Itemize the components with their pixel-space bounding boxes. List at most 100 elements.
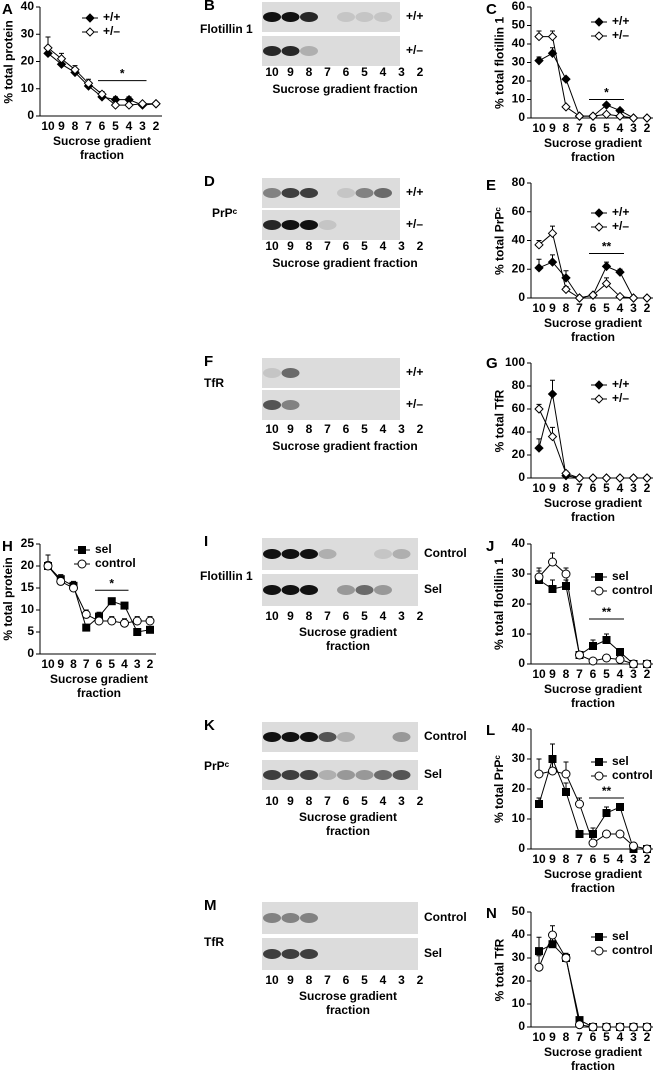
y-tick-label: 20 xyxy=(21,558,35,572)
row-label: Control xyxy=(424,910,467,924)
series-line xyxy=(538,408,647,479)
x-tick-label: 10 xyxy=(532,121,546,135)
legend-label: +/+ xyxy=(612,14,629,28)
x-tick-label: 7 xyxy=(576,667,583,681)
protein-label: Flotillin 1 xyxy=(200,569,253,583)
panel-letter: B xyxy=(204,0,215,14)
y-tick-label: 20 xyxy=(512,261,526,275)
y-tick-label: 30 xyxy=(512,55,526,69)
blot-band xyxy=(281,770,300,780)
marker xyxy=(615,829,625,839)
marker xyxy=(589,642,597,650)
row-label: Control xyxy=(424,729,467,743)
marker xyxy=(601,100,612,110)
marker xyxy=(615,267,625,277)
legend-label: +/– xyxy=(612,391,629,405)
legend-marker xyxy=(594,222,604,232)
y-tick-label: 40 xyxy=(21,0,35,13)
marker xyxy=(602,829,611,839)
marker xyxy=(547,31,558,42)
blot-band xyxy=(318,549,337,559)
legend-marker xyxy=(594,380,604,390)
marker xyxy=(548,557,557,567)
x-axis-label: Sucrose gradient fraction xyxy=(52,134,152,162)
lane-label: 9 xyxy=(287,794,294,808)
y-tick-label: 60 xyxy=(512,204,526,218)
marker xyxy=(628,293,639,303)
blot-band xyxy=(263,368,281,378)
y-tick-label: 50 xyxy=(512,18,526,32)
blot-band xyxy=(337,188,355,198)
marker xyxy=(588,290,598,300)
significance-label: * xyxy=(604,86,609,100)
panel-letter: M xyxy=(204,897,217,914)
x-axis-label: Sucrose gradient fraction xyxy=(272,439,418,453)
lane-label: 4 xyxy=(380,609,387,623)
blot-band xyxy=(300,949,318,959)
marker xyxy=(574,293,585,303)
marker xyxy=(629,1022,638,1032)
panel-letter: A xyxy=(2,1,13,18)
row-label: +/– xyxy=(406,217,423,231)
y-tick-label: 20 xyxy=(512,73,526,87)
marker xyxy=(548,930,557,940)
significance-label: ** xyxy=(602,605,612,619)
marker xyxy=(56,54,67,64)
y-tick-label: 30 xyxy=(512,950,526,964)
lane-label: 4 xyxy=(380,973,387,987)
x-tick-label: 6 xyxy=(590,667,597,681)
x-tick-label: 3 xyxy=(630,1030,637,1044)
row-label: Sel xyxy=(424,582,442,596)
x-tick-label: 9 xyxy=(549,852,556,866)
y-tick-label: 50 xyxy=(512,904,526,918)
series-line xyxy=(539,36,647,119)
lane-label: 7 xyxy=(324,422,331,436)
marker xyxy=(81,609,91,619)
x-tick-label: 2 xyxy=(644,301,651,315)
lane-label: 3 xyxy=(398,609,405,623)
blot-band xyxy=(300,770,318,780)
blot-band xyxy=(263,12,281,22)
marker xyxy=(629,659,638,669)
marker xyxy=(534,31,544,42)
marker xyxy=(575,799,584,809)
x-tick-label: 6 xyxy=(590,1030,597,1044)
lane-label: 10 xyxy=(265,794,279,808)
legend-label: sel xyxy=(612,569,629,583)
row-label: +/– xyxy=(406,397,423,411)
blot-band xyxy=(337,585,355,595)
lane-label: 2 xyxy=(417,794,424,808)
marker xyxy=(615,473,625,483)
protein-label: TfR xyxy=(204,935,224,949)
marker xyxy=(588,1022,598,1032)
lane-label: 5 xyxy=(361,609,368,623)
protein-label: Flotillin 1 xyxy=(200,22,253,36)
marker xyxy=(56,59,67,69)
marker xyxy=(575,830,584,838)
x-tick-label: 8 xyxy=(72,119,79,133)
blot-band xyxy=(355,770,374,780)
marker xyxy=(561,769,571,779)
x-tick-label: 3 xyxy=(630,667,637,681)
y-tick-label: 80 xyxy=(512,175,526,189)
marker xyxy=(628,113,639,123)
panel-letter: K xyxy=(204,717,215,734)
blot-band xyxy=(263,46,281,56)
x-tick-label: 2 xyxy=(153,119,160,133)
x-tick-label: 3 xyxy=(139,119,146,133)
row-label: Sel xyxy=(424,767,442,781)
x-tick-label: 5 xyxy=(603,1030,610,1044)
marker xyxy=(562,582,570,590)
lane-label: 4 xyxy=(380,794,387,808)
y-tick-label: 0 xyxy=(518,1019,525,1033)
panel-letter: J xyxy=(486,538,494,555)
blot-band xyxy=(374,770,392,780)
lane-label: 7 xyxy=(324,65,331,79)
blot-band xyxy=(281,913,300,923)
x-tick-label: 4 xyxy=(617,1030,624,1044)
marker xyxy=(107,597,116,606)
legend-marker xyxy=(594,17,604,27)
legend-marker xyxy=(594,771,604,781)
marker xyxy=(562,788,570,796)
blot-band xyxy=(263,220,281,230)
